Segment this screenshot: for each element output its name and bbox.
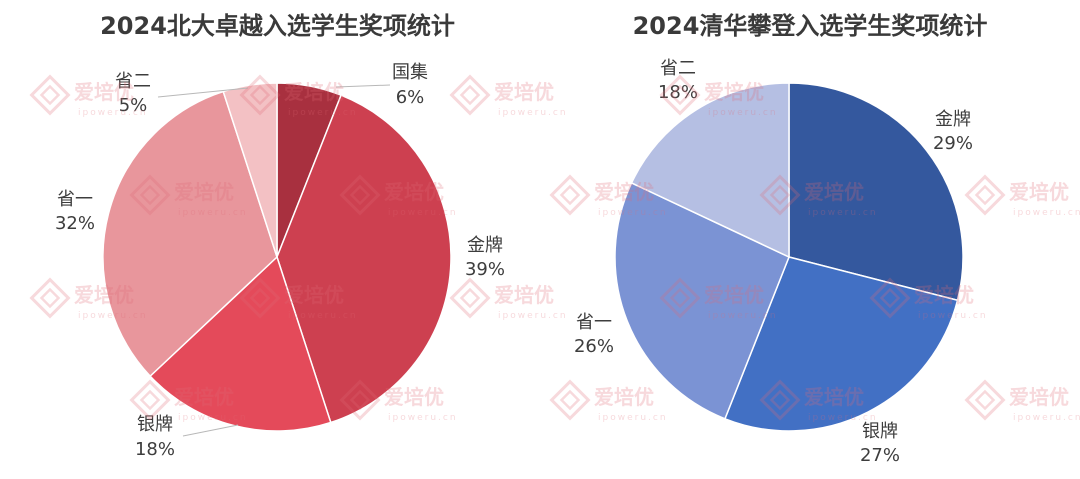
slice-category-label: 银牌 xyxy=(862,421,898,442)
leader-line xyxy=(157,87,249,98)
leader-line xyxy=(182,424,239,437)
slice-category-label: 省一 xyxy=(576,312,612,333)
slice-percent-label: 27% xyxy=(860,445,900,466)
pie-slice-pku-2 xyxy=(276,94,452,424)
slice-percent-label: 39% xyxy=(465,259,505,280)
slice-category-label: 省二 xyxy=(115,71,151,92)
slice-percent-label: 6% xyxy=(396,87,425,108)
slice-percent-label: 26% xyxy=(574,336,614,357)
slice-category-label: 省一 xyxy=(57,189,93,210)
pie-slice-thu-4 xyxy=(630,82,790,259)
pie-slice-pku-5 xyxy=(222,82,278,258)
slice-category-label: 金牌 xyxy=(935,109,971,130)
chart-title-thu: 2024清华攀登入选学生奖项统计 xyxy=(632,12,988,40)
pie-slice-thu-2 xyxy=(723,256,959,432)
slice-category-label: 金牌 xyxy=(467,235,503,256)
pie-slice-thu-1 xyxy=(788,82,964,302)
pie-slice-thu-3 xyxy=(614,181,790,420)
slice-percent-label: 18% xyxy=(135,439,175,460)
chart-title-pku: 2024北大卓越入选学生奖项统计 xyxy=(100,12,455,40)
slice-percent-label: 29% xyxy=(933,133,973,154)
slice-category-label: 国集 xyxy=(392,62,428,83)
slice-percent-label: 5% xyxy=(119,95,148,116)
slice-category-label: 省二 xyxy=(660,58,696,79)
slice-category-label: 银牌 xyxy=(137,414,173,435)
pie-slice-pku-4 xyxy=(102,90,278,378)
slice-percent-label: 32% xyxy=(55,213,95,234)
slice-percent-label: 18% xyxy=(658,82,698,103)
leader-line xyxy=(335,84,391,88)
